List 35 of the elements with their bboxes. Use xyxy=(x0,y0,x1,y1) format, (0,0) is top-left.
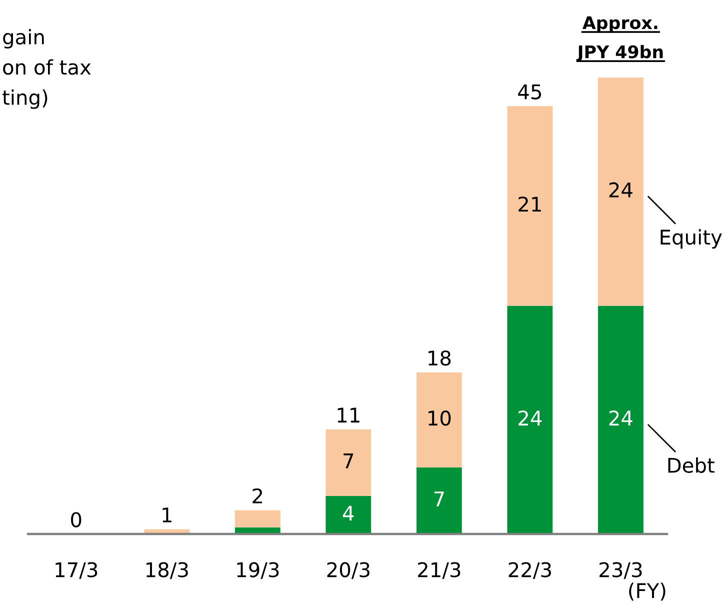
bar xyxy=(416,372,462,468)
data-label: 24 xyxy=(609,182,632,198)
total-label: 2 xyxy=(252,488,262,504)
bar xyxy=(598,78,644,306)
bar xyxy=(598,306,644,534)
bar xyxy=(416,467,462,534)
series-label: Debt xyxy=(668,457,714,473)
bar xyxy=(326,496,372,534)
data-label: 24 xyxy=(609,410,632,426)
x-tick-label: 21/3 xyxy=(418,562,460,579)
bar xyxy=(326,429,372,496)
total-label: 11 xyxy=(338,408,360,422)
data-label: 21 xyxy=(518,196,541,212)
series-label: Equity xyxy=(660,229,722,249)
data-label: 4 xyxy=(342,506,354,521)
total-label: 0 xyxy=(71,512,82,528)
bar xyxy=(507,106,553,306)
x-tick-label: 18/3 xyxy=(146,562,188,579)
x-tick-label: 19/3 xyxy=(237,562,279,579)
x-tick-label: 22/3 xyxy=(508,562,551,579)
bar xyxy=(234,510,280,528)
total-label: 18 xyxy=(428,350,451,366)
total-label: 45 xyxy=(518,84,541,100)
data-label: 10 xyxy=(428,410,451,426)
data-label: 7 xyxy=(344,454,354,468)
data-label: 24 xyxy=(518,410,542,426)
bar xyxy=(507,306,553,534)
x-tick-label: 20/3 xyxy=(327,562,370,579)
x-tick-label: 17/3 xyxy=(56,562,98,579)
annotation: gain on of tax ting) xyxy=(2,29,91,109)
x-axis-title: (FY) xyxy=(629,582,666,601)
x-tick-label: 23/3 xyxy=(600,562,642,579)
data-label: 7 xyxy=(434,492,444,506)
text: Approx. JPY 49bn xyxy=(576,16,663,62)
total-label: 1 xyxy=(162,508,172,522)
